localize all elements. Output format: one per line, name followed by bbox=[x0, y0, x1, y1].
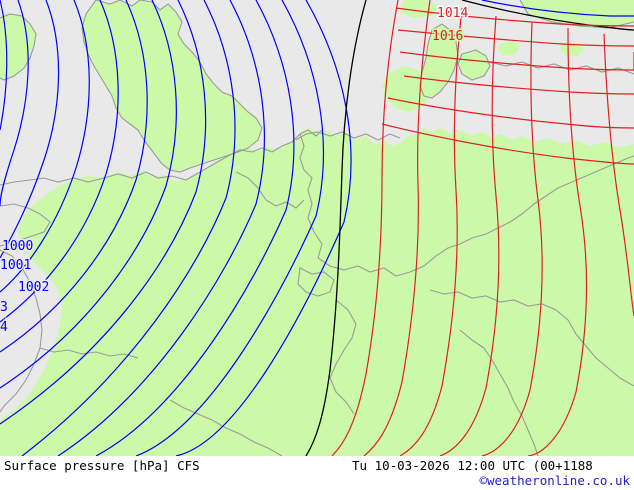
border-austria-hungary bbox=[429, 289, 557, 311]
coast-ireland bbox=[0, 13, 37, 81]
isobar-high-3 bbox=[399, 7, 463, 456]
map-canvas[interactable]: 1000 1001 1002 3 4 1014 1016 bbox=[0, 0, 634, 456]
isobar-reference-top-right bbox=[461, 0, 634, 31]
isobar-high-1014 bbox=[395, 7, 634, 27]
coast-brittany bbox=[0, 203, 51, 247]
isobar-low-1 bbox=[0, 0, 8, 131]
contour-label-1016: 1016 bbox=[432, 29, 463, 44]
isobar-high-1016 bbox=[397, 29, 634, 47]
isobar-low-6 bbox=[0, 0, 148, 353]
isobar-high-4 bbox=[439, 15, 500, 456]
isobar-high-arc-d bbox=[381, 123, 634, 165]
coast-netherlands-belgium bbox=[251, 129, 323, 153]
isobar-low-4 bbox=[0, 0, 90, 293]
coast-danish-islands bbox=[457, 49, 491, 81]
border-france-spain bbox=[39, 347, 139, 359]
border-se-europe bbox=[555, 309, 634, 387]
border-switzerland bbox=[297, 267, 335, 297]
footer-title: Surface pressure [hPa] CFS bbox=[4, 458, 200, 473]
border-france-italy-se bbox=[169, 399, 283, 456]
isobar-low-13 bbox=[175, 0, 352, 456]
footer-valid-time: Tu 10-03-2026 12:00 UTC (00+1188 bbox=[352, 458, 593, 473]
contour-labels: 1000 1001 1002 3 4 1014 1016 bbox=[0, 5, 470, 337]
contour-label-1000: 1000 bbox=[2, 239, 33, 254]
isobar-low-11 bbox=[95, 0, 295, 456]
land-baltic-island-b bbox=[560, 42, 584, 56]
map-footer: Surface pressure [hPa] CFS Tu 10-03-2026… bbox=[0, 456, 634, 490]
surface-pressure-map[interactable]: 1000 1001 1002 3 4 1014 1016 bbox=[0, 0, 634, 456]
border-balkans bbox=[459, 329, 539, 456]
isobar-low-5 bbox=[0, 0, 119, 323]
land-great-britain bbox=[82, 0, 262, 172]
isobar-high-2 bbox=[363, 0, 431, 456]
contour-label-1003: 3 bbox=[0, 300, 8, 315]
isobar-low-10 bbox=[57, 0, 265, 456]
border-belgium-france bbox=[235, 171, 305, 209]
isobars-low bbox=[0, 0, 634, 456]
border-alps bbox=[317, 257, 411, 277]
contour-label-1014: 1014 bbox=[437, 6, 468, 21]
border-czech-poland bbox=[521, 155, 634, 215]
border-germany-france bbox=[307, 189, 323, 259]
land-ireland bbox=[0, 14, 36, 80]
isobar-low-3 bbox=[0, 0, 60, 259]
isobar-low-2 bbox=[0, 0, 29, 207]
coastline-layer bbox=[0, 0, 634, 456]
isobar-high-arc-c bbox=[387, 97, 634, 129]
isobar-high-arc-b bbox=[403, 75, 634, 95]
land-baltic-island-a bbox=[498, 40, 520, 56]
contour-label-1002: 1002 bbox=[18, 280, 49, 295]
coast-english-channel-france bbox=[0, 149, 253, 186]
footer-credit-link[interactable]: ©weatheronline.co.uk bbox=[479, 473, 630, 488]
isobar-high-7 bbox=[603, 33, 634, 317]
land-danish-islands bbox=[458, 50, 490, 80]
isobar-low-8 bbox=[0, 0, 207, 425]
isobar-high-6 bbox=[527, 27, 588, 456]
coast-biscay bbox=[0, 249, 43, 413]
border-germany-czech bbox=[409, 213, 523, 273]
isobar-low-7 bbox=[0, 0, 177, 389]
isobar-low-12 bbox=[135, 0, 324, 456]
isobar-low-top-right bbox=[481, 0, 634, 17]
contour-label-1004: 4 bbox=[0, 320, 8, 335]
border-netherlands-germany bbox=[299, 133, 313, 191]
isobar-high-5 bbox=[481, 21, 543, 456]
coast-wadden bbox=[295, 131, 401, 141]
isobar-high-1 bbox=[331, 0, 399, 456]
land-continental-europe bbox=[0, 128, 634, 456]
isobar-high-arc-a bbox=[399, 51, 634, 71]
border-italy-alps bbox=[329, 299, 357, 415]
coast-denmark bbox=[419, 23, 459, 99]
isobars-reference bbox=[305, 0, 634, 456]
isobars-high bbox=[331, 0, 634, 456]
isobar-reference-1010 bbox=[305, 0, 367, 456]
contour-label-1001: 1001 bbox=[0, 258, 31, 273]
isobar-low-9 bbox=[21, 0, 236, 456]
